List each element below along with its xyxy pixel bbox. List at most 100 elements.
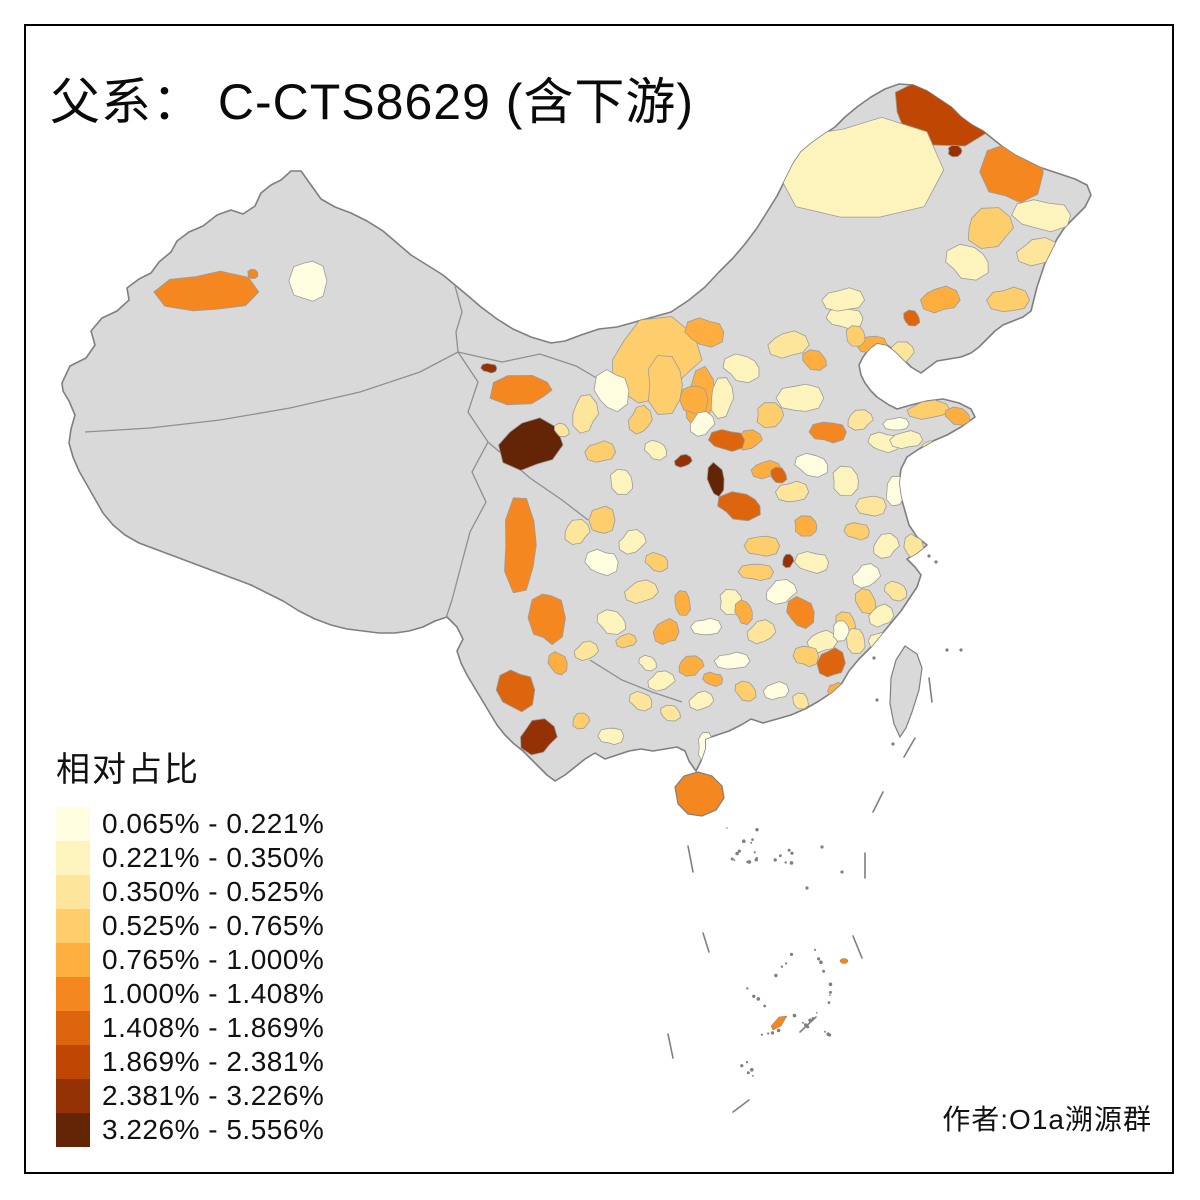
island-speck bbox=[780, 965, 784, 968]
province-border bbox=[457, 351, 601, 381]
legend-swatch bbox=[56, 943, 90, 977]
prefecture-region bbox=[615, 633, 638, 649]
prefecture-region bbox=[247, 268, 259, 279]
prefecture-region bbox=[1047, 279, 1076, 305]
prefecture-region bbox=[624, 579, 659, 604]
prefecture-region bbox=[689, 411, 716, 437]
small-island bbox=[872, 656, 876, 660]
prefecture-region bbox=[153, 270, 260, 312]
prefecture-region bbox=[737, 563, 774, 582]
prefecture-region bbox=[770, 466, 788, 484]
prefecture-region bbox=[945, 243, 989, 281]
prefecture-region bbox=[707, 429, 746, 452]
prefecture-region bbox=[527, 593, 566, 646]
island-speck bbox=[756, 997, 761, 1001]
legend-swatch bbox=[56, 1045, 90, 1079]
island-speck bbox=[750, 1068, 754, 1072]
prefecture-region bbox=[593, 369, 630, 413]
legend-title: 相对占比 bbox=[56, 751, 200, 789]
prefecture-region bbox=[628, 690, 653, 712]
prefecture-region bbox=[495, 669, 536, 713]
island-speck bbox=[753, 851, 756, 854]
island-speck bbox=[737, 849, 741, 853]
prefecture-region bbox=[832, 465, 859, 497]
prefecture-region bbox=[889, 430, 924, 450]
prefecture-region bbox=[882, 416, 910, 431]
island-speck bbox=[790, 851, 794, 855]
island-speck bbox=[767, 1032, 770, 1035]
prefecture-region bbox=[854, 495, 887, 517]
nine-dash-line-segment bbox=[872, 791, 884, 813]
legend-label: 0.350% - 0.525% bbox=[102, 876, 325, 907]
prefecture-region bbox=[765, 579, 798, 605]
colored-islet bbox=[839, 958, 849, 964]
prefecture-region bbox=[855, 588, 877, 615]
legend-swatch bbox=[56, 1011, 90, 1045]
prefecture-region bbox=[498, 417, 564, 471]
island-speck bbox=[828, 990, 832, 994]
prefecture-region bbox=[1067, 215, 1091, 241]
prefecture-region bbox=[792, 645, 820, 668]
island-speck bbox=[824, 1030, 826, 1033]
legend-row: 0.065% - 0.221% bbox=[56, 807, 324, 841]
prefecture-region bbox=[794, 551, 830, 574]
prefecture-region bbox=[584, 548, 619, 577]
prefecture-region bbox=[775, 116, 945, 218]
island-speck bbox=[774, 973, 778, 978]
island-speck bbox=[755, 828, 759, 832]
prefecture-region bbox=[746, 619, 777, 645]
island-speck bbox=[827, 1033, 832, 1037]
island-speck bbox=[814, 948, 817, 951]
prefecture-region bbox=[906, 399, 951, 420]
legend-row: 2.381% - 3.226% bbox=[56, 1079, 324, 1113]
prefecture-region bbox=[553, 422, 570, 438]
prefecture-region bbox=[847, 409, 874, 431]
prefecture-region bbox=[489, 374, 553, 406]
nine-dash-line-segment bbox=[702, 932, 710, 953]
prefecture-region bbox=[688, 690, 715, 711]
island-speck bbox=[776, 1028, 781, 1033]
legend-row: 1.408% - 1.869% bbox=[56, 1011, 324, 1045]
prefecture-region bbox=[1062, 235, 1087, 250]
legend-row: 0.221% - 0.350% bbox=[56, 841, 324, 875]
prefecture-region bbox=[1011, 199, 1072, 233]
island-speck bbox=[802, 1021, 805, 1024]
prefecture-region bbox=[873, 532, 900, 559]
legend-swatch bbox=[56, 841, 90, 875]
prefecture-region bbox=[792, 692, 810, 710]
prefecture-region bbox=[717, 491, 761, 522]
island-speck bbox=[789, 861, 794, 865]
colored-islet bbox=[770, 1015, 788, 1031]
legend-label: 1.000% - 1.408% bbox=[102, 978, 325, 1009]
nine-dash-line-segment bbox=[928, 677, 933, 703]
legend-label: 0.065% - 0.221% bbox=[102, 808, 325, 839]
prefecture-region bbox=[673, 453, 693, 468]
prefecture-region bbox=[644, 439, 667, 461]
prefecture-region bbox=[802, 349, 827, 371]
prefecture-region bbox=[288, 260, 328, 302]
island-speck bbox=[730, 857, 734, 861]
legend-row: 1.869% - 2.381% bbox=[56, 1045, 324, 1079]
small-island bbox=[945, 648, 949, 652]
island-speck bbox=[787, 848, 791, 852]
prefecture-region bbox=[564, 519, 591, 545]
small-island bbox=[891, 742, 895, 746]
hainan-island bbox=[674, 771, 725, 817]
province-border bbox=[589, 659, 683, 703]
legend-row: 0.350% - 0.525% bbox=[56, 875, 324, 909]
island-speck bbox=[746, 1071, 750, 1075]
prefecture-region bbox=[710, 377, 735, 419]
island-speck bbox=[784, 962, 788, 965]
prefecture-region bbox=[920, 285, 961, 314]
legend-row: 0.525% - 0.765% bbox=[56, 909, 324, 943]
prefecture-region bbox=[690, 617, 723, 636]
prefecture-region bbox=[967, 207, 1014, 249]
island-speck bbox=[733, 859, 736, 862]
prefecture-region bbox=[734, 599, 753, 625]
small-island bbox=[875, 698, 879, 702]
prefecture-region bbox=[702, 671, 724, 687]
prefecture-region bbox=[520, 718, 558, 756]
island-speck bbox=[822, 969, 826, 973]
